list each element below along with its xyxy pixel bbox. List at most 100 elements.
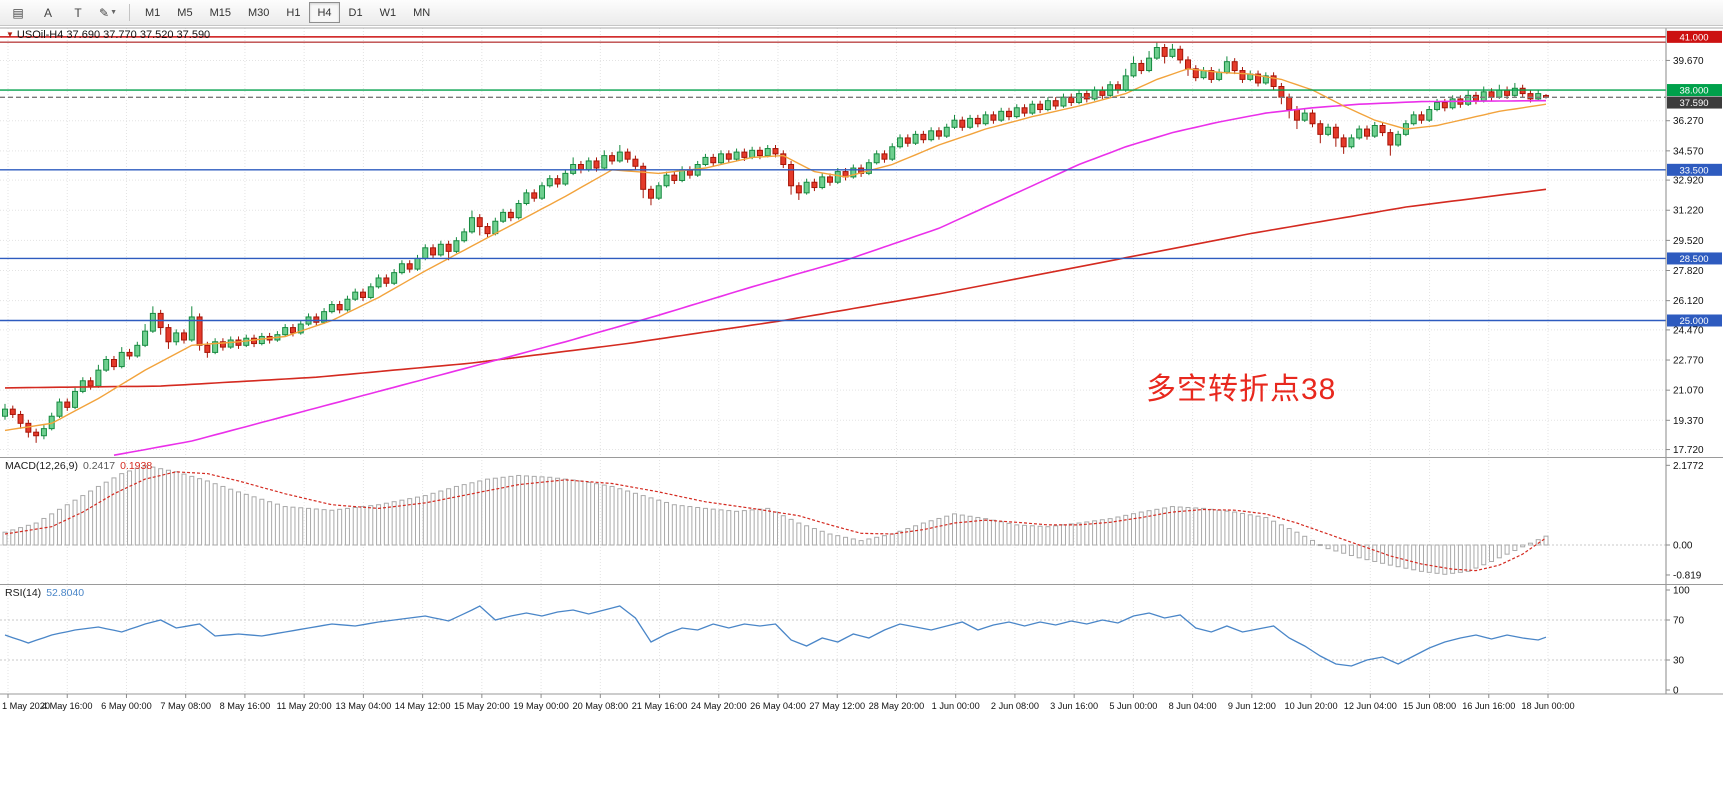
svg-text:24.470: 24.470 <box>1673 325 1704 336</box>
svg-text:4 May 16:00: 4 May 16:00 <box>42 701 93 711</box>
horizontal-lines-layer[interactable] <box>0 36 1666 322</box>
svg-text:24 May 20:00: 24 May 20:00 <box>691 701 747 711</box>
svg-text:22.770: 22.770 <box>1673 356 1704 367</box>
svg-text:31.220: 31.220 <box>1673 206 1704 217</box>
svg-text:19.370: 19.370 <box>1673 416 1704 427</box>
svg-text:10 Jun 20:00: 10 Jun 20:00 <box>1285 701 1338 711</box>
draw-tools-icon[interactable]: ✎ ▼ <box>99 5 117 20</box>
svg-text:14 May 12:00: 14 May 12:00 <box>395 701 451 711</box>
macd-panel[interactable] <box>0 465 1666 575</box>
svg-text:13 May 04:00: 13 May 04:00 <box>336 701 392 711</box>
timeframe-m1[interactable]: M1 <box>145 6 161 19</box>
svg-text:16 Jun 16:00: 16 Jun 16:00 <box>1462 701 1515 711</box>
svg-text:7 May 08:00: 7 May 08:00 <box>160 701 211 711</box>
svg-text:20 May 08:00: 20 May 08:00 <box>572 701 628 711</box>
timeframe-m5[interactable]: M5 <box>177 6 193 19</box>
svg-text:15 Jun 08:00: 15 Jun 08:00 <box>1403 701 1456 711</box>
ma-fast-line <box>4 68 1547 432</box>
chart-canvas[interactable]: 39.670 36.270 34.570 32.920 31.220 29.520 27.8… <box>0 26 1723 796</box>
svg-text:36.270: 36.270 <box>1673 116 1704 127</box>
svg-text:2.1772: 2.1772 <box>1673 461 1704 472</box>
macd-signal-value: 0.1938 <box>120 460 153 472</box>
panel-divider-rsi[interactable] <box>0 582 1723 586</box>
svg-text:17.720: 17.720 <box>1673 445 1704 456</box>
svg-text:28.500: 28.500 <box>1679 254 1708 265</box>
rsi-indicator-label: RSI(14) 52.8040 <box>5 587 89 599</box>
svg-text:21 May 16:00: 21 May 16:00 <box>632 701 688 711</box>
candles-layer[interactable] <box>2 42 1549 443</box>
chart-title-text: USOil-H4 37.690 37.770 37.520 37.590 <box>16 29 211 41</box>
cursor-a-icon[interactable]: A <box>43 5 52 20</box>
panel-borders <box>0 27 1723 695</box>
svg-text:0.00: 0.00 <box>1673 541 1693 552</box>
timeframe-h4[interactable]: H4 <box>309 2 340 23</box>
svg-text:38.000: 38.000 <box>1679 86 1708 97</box>
svg-text:25.000: 25.000 <box>1679 316 1708 327</box>
svg-text:37.590: 37.590 <box>1679 98 1708 109</box>
timeframe-h1[interactable]: H1 <box>286 6 301 19</box>
svg-text:29.520: 29.520 <box>1673 236 1704 247</box>
timeframe-mn[interactable]: MN <box>413 6 431 19</box>
svg-text:19 May 00:00: 19 May 00:00 <box>513 701 569 711</box>
text-tool-icon[interactable]: T <box>74 5 82 20</box>
price-badge-38.000 <box>1667 84 1722 97</box>
svg-text:34.570: 34.570 <box>1673 146 1704 157</box>
rsi-name: RSI(14) <box>5 587 42 599</box>
svg-text:8 May 16:00: 8 May 16:00 <box>220 701 271 711</box>
svg-text:30: 30 <box>1673 656 1685 667</box>
svg-text:18 Jun 00:00: 18 Jun 00:00 <box>1521 701 1574 711</box>
svg-text:100: 100 <box>1673 586 1690 597</box>
chart-dropdown-icon[interactable]: ▼ <box>6 30 14 39</box>
svg-text:5 Jun 00:00: 5 Jun 00:00 <box>1109 701 1157 711</box>
price-badge-28.500 <box>1667 252 1722 265</box>
toolbar-separator <box>129 4 130 21</box>
svg-text:-0.819: -0.819 <box>1673 570 1702 581</box>
timeframe-d1[interactable]: D1 <box>348 6 363 19</box>
rsi-value: 52.8040 <box>46 587 85 599</box>
svg-text:1 May 2020: 1 May 2020 <box>2 701 50 711</box>
svg-text:0: 0 <box>1673 686 1679 697</box>
svg-text:9 Jun 12:00: 9 Jun 12:00 <box>1228 701 1276 711</box>
svg-text:11 May 20:00: 11 May 20:00 <box>277 701 332 711</box>
svg-text:70: 70 <box>1673 616 1685 627</box>
rsi-panel[interactable] <box>0 605 1666 667</box>
ma-slow-line <box>4 188 1547 389</box>
grid-layer <box>0 28 1666 694</box>
svg-text:27.820: 27.820 <box>1673 266 1704 277</box>
price-axis: 39.670 36.270 34.570 32.920 31.220 29.520 27.8… <box>1665 26 1723 796</box>
chart-window-icon[interactable]: ▤ <box>12 5 24 20</box>
svg-text:41.000: 41.000 <box>1679 32 1708 43</box>
svg-text:15 May 20:00: 15 May 20:00 <box>454 701 510 711</box>
ma-mid-line <box>113 99 1546 456</box>
chart-title: ▼ USOil-H4 37.690 37.770 37.520 37.590 <box>6 29 210 41</box>
svg-text:32.920: 32.920 <box>1673 176 1704 187</box>
annotation-text[interactable]: 多空转折点38 <box>1146 373 1337 406</box>
svg-text:39.670: 39.670 <box>1673 56 1704 67</box>
svg-text:1 Jun 00:00: 1 Jun 00:00 <box>932 701 980 711</box>
timeframe-m15[interactable]: M15 <box>209 6 231 19</box>
macd-main-value: 0.2417 <box>82 460 116 472</box>
tool-buttons: ▤ A T ✎ ▼ <box>4 2 122 24</box>
svg-text:33.500: 33.500 <box>1679 165 1708 176</box>
rsi-line <box>4 605 1547 667</box>
timeframe-buttons: M1 M5 M15 M30 H1 H4 D1 W1 MN <box>137 2 438 23</box>
price-badge-33.500 <box>1667 163 1722 176</box>
svg-text:6 May 00:00: 6 May 00:00 <box>101 701 152 711</box>
svg-text:26 May 04:00: 26 May 04:00 <box>750 701 806 711</box>
svg-text:2 Jun 08:00: 2 Jun 08:00 <box>991 701 1039 711</box>
svg-text:26.120: 26.120 <box>1673 296 1704 307</box>
price-badge-37.590 <box>1667 96 1722 109</box>
svg-text:21.070: 21.070 <box>1673 386 1704 397</box>
timeframe-w1[interactable]: W1 <box>379 6 397 19</box>
price-badge-25.000 <box>1667 314 1722 327</box>
macd-signal-line <box>4 471 1547 572</box>
price-badge-41.000 <box>1667 30 1722 43</box>
timeframe-m30[interactable]: M30 <box>247 6 270 19</box>
svg-text:8 Jun 04:00: 8 Jun 04:00 <box>1169 701 1217 711</box>
panel-divider-macd[interactable] <box>0 455 1723 459</box>
svg-text:27 May 12:00: 27 May 12:00 <box>809 701 865 711</box>
svg-text:3 Jun 16:00: 3 Jun 16:00 <box>1050 701 1098 711</box>
macd-indicator-label: MACD(12,26,9) 0.2417 0.1938 <box>5 460 157 472</box>
